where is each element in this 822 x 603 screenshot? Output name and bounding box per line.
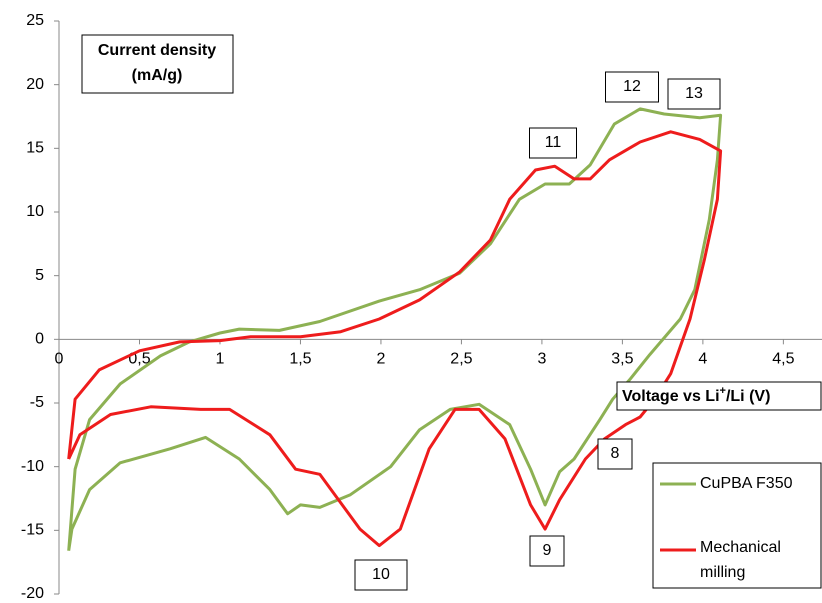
x-tick-label: 0 [55,351,64,368]
x-tick-label: 3 [537,351,546,368]
x-tick-label: 2,5 [450,351,472,368]
x-tick-label: 4,5 [772,351,794,368]
annotation: 12 [623,78,641,95]
y-label-box [81,34,234,94]
annotation: 9 [543,542,552,559]
y-tick-label: 25 [26,12,44,29]
x-label: Voltage vs Li+/Li (V) [622,385,770,405]
annotation-box [354,559,408,591]
annotation-box [597,438,633,470]
y-tick-label: -5 [30,394,44,411]
x-label-box [616,381,822,411]
annotation: 11 [545,134,562,151]
y-tick-label: 0 [35,331,44,348]
x-label-part: + [720,385,726,397]
annotation-box [667,78,721,110]
x-tick-label: 3,5 [611,351,633,368]
x-tick-label: 1,5 [289,351,311,368]
y-tick-label: -10 [21,458,44,475]
legend-label: Mechanical milling [700,539,781,581]
annotation-box [529,127,577,159]
annotation-box [605,71,659,103]
x-label-part: /Li (V) [726,388,770,405]
y-tick-label: -15 [21,522,44,539]
y-tick-label: 5 [35,267,44,284]
annotation: 13 [685,85,703,102]
data-line [67,130,723,548]
y-label: (mA/g) [132,67,183,84]
y-tick-label: 10 [26,203,44,220]
x-label-part: Voltage vs Li [622,388,720,405]
y-tick-label: 15 [26,140,44,157]
annotation-box [529,535,565,567]
x-tick-label: 4 [698,351,707,368]
legend-label: CuPBA F350 [700,475,793,492]
data-line [67,107,723,551]
x-tick-label: 2 [376,351,385,368]
annotation: 8 [611,445,620,462]
y-label: Current density [98,42,216,59]
y-tick-label: -20 [21,585,44,602]
annotation: 10 [372,566,390,583]
y-tick-label: 20 [26,76,44,93]
x-tick-label: 1 [216,351,225,368]
